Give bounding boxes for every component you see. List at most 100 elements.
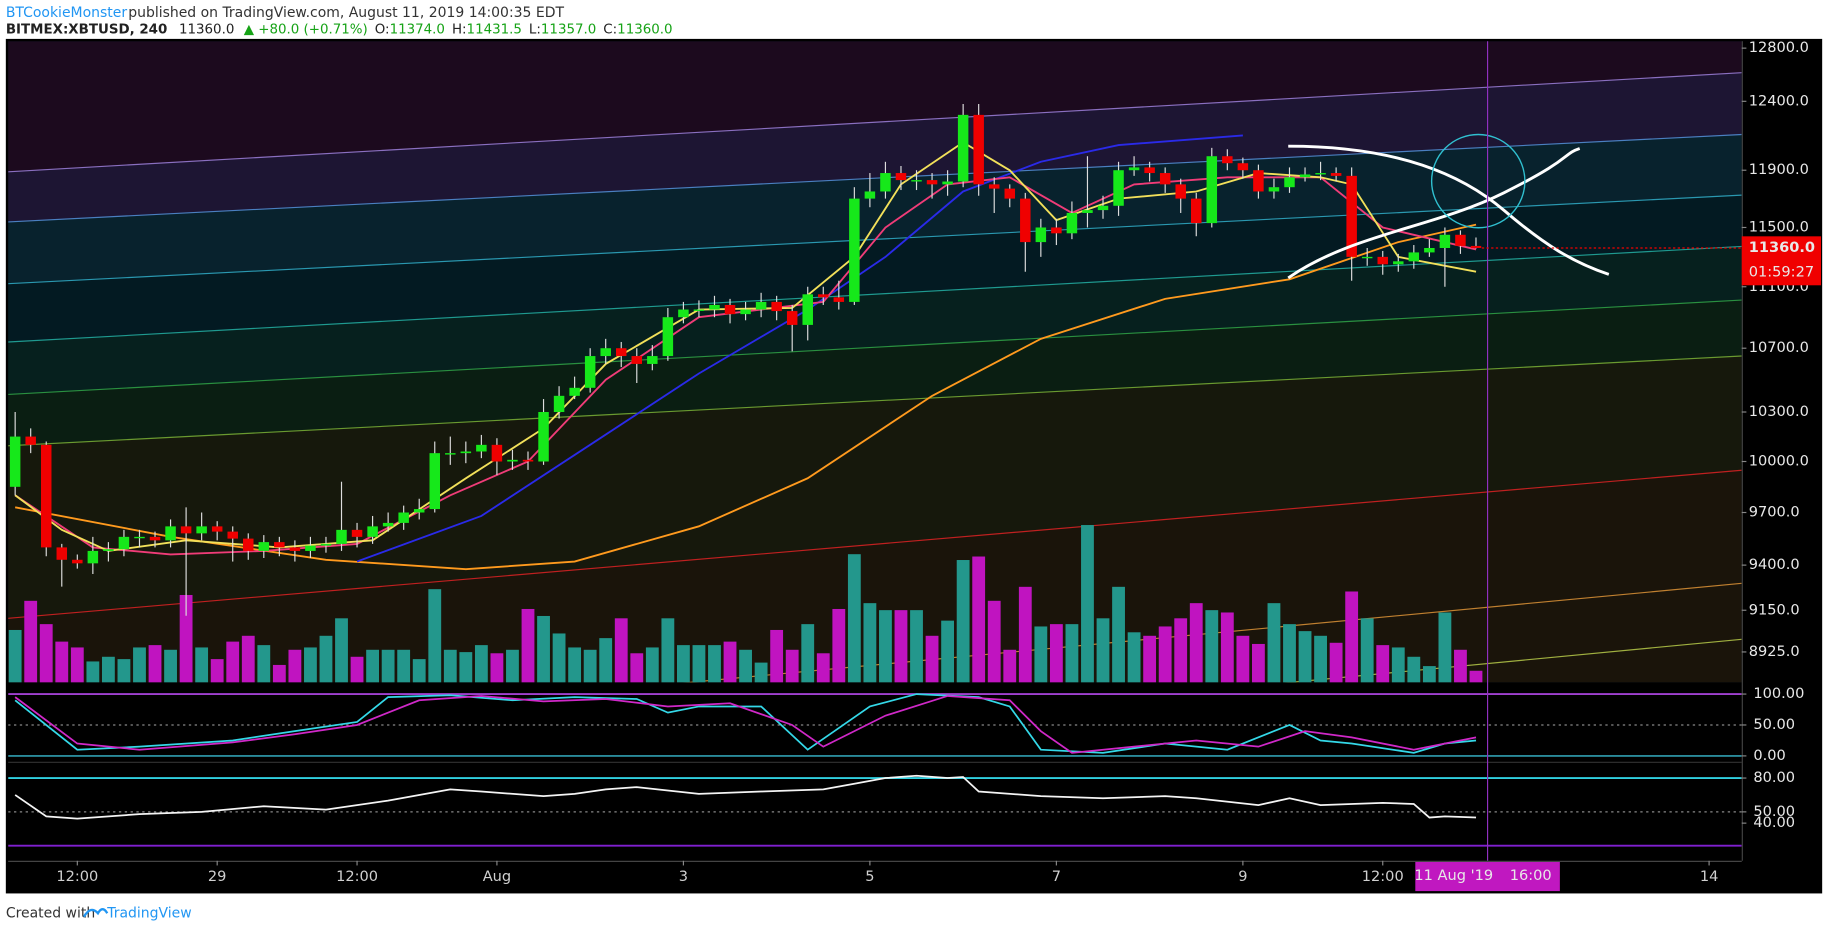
x-tick-label: 29 [208,868,227,885]
band [8,72,1742,222]
candle-body [615,348,627,357]
volume-bar [241,635,255,683]
candle-body [1470,245,1482,248]
x-tick-label: 12:00 [1362,868,1404,885]
volume-bar [1267,603,1281,683]
volume-bar [785,649,799,683]
band [8,41,1742,172]
volume-bar [1422,666,1436,683]
volume-bar [428,589,442,683]
volume-bar [863,603,877,683]
y-tick-label: 50.00 [1753,716,1795,733]
indicator-line [14,774,1477,820]
volume-bar [148,645,162,683]
volume-bar [894,610,908,683]
volume-bar [1360,618,1374,683]
volume-bar [816,653,830,683]
volume-bar [661,618,675,683]
candle-body [305,545,316,551]
countdown-label: 01:59:27 [1749,263,1814,280]
candle-body [662,317,674,357]
band [8,195,1742,343]
cursor-time: 16:00 [1510,867,1552,884]
published: published on TradingView.com, August 11,… [128,5,564,21]
candle-body [849,198,860,302]
candle-body [553,395,565,413]
last: 11360.0 [179,23,234,38]
volume-bar [708,645,721,683]
volume-bar [335,618,348,683]
volume-bar [506,649,519,683]
volume-bar [1345,591,1359,683]
band [8,355,1742,619]
volume-bar [474,645,488,683]
volume-bar [24,600,38,683]
band [8,246,1742,395]
volume-bar [397,649,411,683]
candle-body [1222,156,1233,164]
candle-body [211,526,223,532]
candle-body [367,526,378,537]
volume-bar [117,659,131,683]
candle-body [1268,187,1280,192]
candle-body [118,536,130,550]
volume-bar [1018,586,1032,683]
legend-line: BITMEX:XBTUSD, 240 11360.0 ▲ +80.0 (+0.7… [6,23,673,38]
indicator-bg [8,685,1742,861]
candle-body [1330,173,1342,176]
y-tick-label: 80.00 [1753,769,1795,786]
candle-body [1020,198,1031,243]
candle-body [895,173,907,181]
volume-bar [770,629,784,683]
candle-body [1393,261,1404,265]
volume-bar [739,649,752,683]
volume-bar [583,649,597,683]
ohlc-value: 11357.0 [541,23,596,38]
candle-body [1051,227,1062,234]
volume-bar [910,610,923,683]
candle-body [1004,188,1016,199]
volume-bar [272,664,286,683]
ohlc-key: O: [375,23,390,38]
volume-bar [1112,586,1125,683]
candle-body [1066,212,1078,234]
price-layer [8,104,1483,683]
channel-line [8,72,1742,173]
candle-body [1284,177,1295,188]
volume-bar [1236,635,1250,683]
candle-body [926,180,938,185]
volume-bar [195,647,209,683]
candle-body [9,436,21,487]
target-circle [1430,133,1526,229]
symbol: BITMEX:XBTUSD, 240 [6,23,167,38]
y-tick-label: 12800.0 [1749,39,1809,56]
volume-bar [1096,618,1110,683]
volume-bar [443,649,457,683]
channel-line [8,355,1742,447]
y-tick-label: 9400.0 [1749,556,1800,573]
indicator-line [14,695,1477,754]
candle-body [289,547,301,551]
candle-body [1439,234,1451,248]
candle-body [724,304,736,315]
ohlc-value: 11360.0 [617,23,672,38]
candle-body [336,529,347,544]
candle-body [1408,252,1420,262]
candle-body [491,444,503,462]
volume-bar [645,647,659,683]
candle-body [445,453,456,455]
candle-body [693,309,705,311]
volume-bar [692,645,706,683]
candle-body [25,436,36,445]
x-tick-label: 5 [865,868,874,885]
candle-body [1113,170,1124,206]
x-tick-label: 14 [1700,868,1719,885]
last-price-label: 11360.0 [1749,239,1815,256]
volume-bar [552,633,566,683]
projection-curve [1287,147,1581,280]
candle-body [56,547,68,560]
x-tick-label: 12:00 [336,868,378,885]
candle-body [600,348,611,357]
y-tick-label: 12400.0 [1749,92,1809,109]
